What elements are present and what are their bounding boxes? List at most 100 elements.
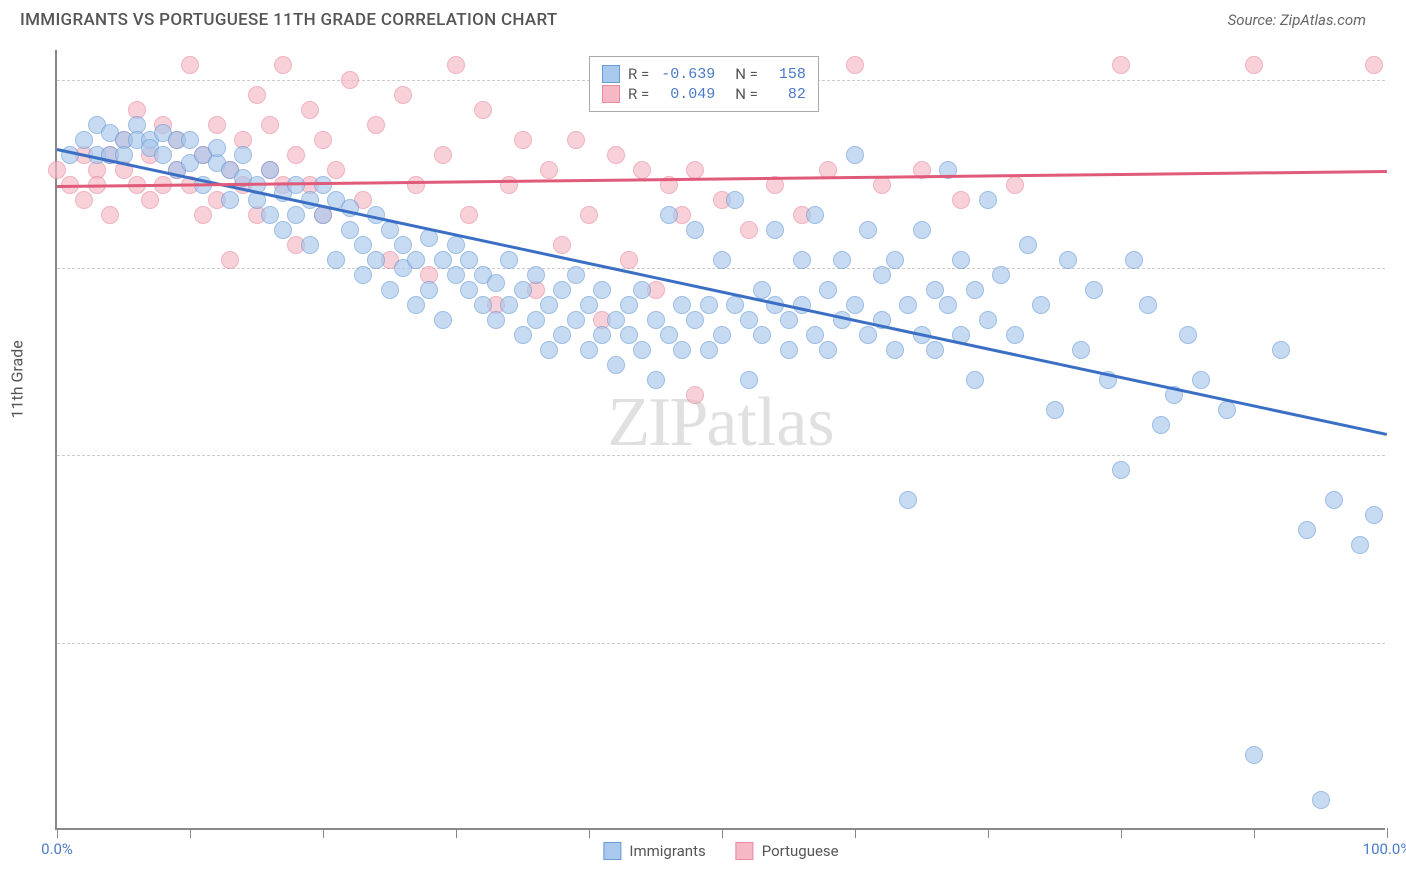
data-point (992, 266, 1010, 284)
series-legend: ImmigrantsPortuguese (603, 842, 838, 860)
scatter-chart: 11th Grade ZIPatlas 62.5%75.0%87.5%100.0… (55, 50, 1385, 830)
legend-swatch (736, 842, 754, 860)
data-point (620, 296, 638, 314)
data-point (460, 251, 478, 269)
data-point (261, 161, 279, 179)
legend-row: R =0.049N =82 (602, 85, 806, 103)
data-point (580, 206, 598, 224)
data-point (593, 326, 611, 344)
data-point (447, 56, 465, 74)
data-point (354, 236, 372, 254)
x-tick-label: 100.0% (1363, 840, 1406, 858)
data-point (75, 191, 93, 209)
data-point (873, 176, 891, 194)
data-point (899, 491, 917, 509)
data-point (194, 206, 212, 224)
data-point (208, 139, 226, 157)
data-point (381, 221, 399, 239)
data-point (966, 281, 984, 299)
data-point (1365, 506, 1383, 524)
data-point (327, 251, 345, 269)
data-point (740, 311, 758, 329)
x-tick (323, 828, 324, 838)
data-point (367, 116, 385, 134)
gridline (57, 455, 1385, 456)
legend-r-label: R = (628, 85, 649, 103)
data-point (394, 86, 412, 104)
legend-series-name: Immigrants (629, 842, 705, 860)
x-tick (57, 828, 58, 838)
data-point (633, 341, 651, 359)
y-axis-label: 11th Grade (8, 340, 27, 418)
data-point (886, 251, 904, 269)
data-point (487, 274, 505, 292)
data-point (381, 281, 399, 299)
data-point (367, 251, 385, 269)
data-point (500, 176, 518, 194)
data-point (301, 101, 319, 119)
data-point (1325, 491, 1343, 509)
data-point (1298, 521, 1316, 539)
data-point (1179, 326, 1197, 344)
data-point (899, 296, 917, 314)
legend-n-value: 82 (766, 86, 806, 103)
data-point (181, 131, 199, 149)
data-point (500, 296, 518, 314)
y-tick-label: 75.0% (1395, 446, 1406, 464)
data-point (1125, 251, 1143, 269)
legend-swatch (603, 842, 621, 860)
data-point (673, 296, 691, 314)
data-point (553, 236, 571, 254)
chart-header: IMMIGRANTS VS PORTUGUESE 11TH GRADE CORR… (0, 0, 1406, 38)
data-point (846, 56, 864, 74)
data-point (341, 221, 359, 239)
data-point (780, 341, 798, 359)
data-point (527, 311, 545, 329)
data-point (154, 146, 172, 164)
x-tick (1121, 828, 1122, 838)
data-point (1112, 56, 1130, 74)
data-point (726, 191, 744, 209)
data-point (474, 296, 492, 314)
y-tick-label: 87.5% (1395, 259, 1406, 277)
data-point (460, 206, 478, 224)
data-point (274, 56, 292, 74)
data-point (833, 251, 851, 269)
data-point (208, 116, 226, 134)
data-point (274, 221, 292, 239)
data-point (926, 341, 944, 359)
data-point (686, 386, 704, 404)
data-point (647, 371, 665, 389)
data-point (979, 191, 997, 209)
data-point (221, 251, 239, 269)
data-point (580, 341, 598, 359)
data-point (806, 206, 824, 224)
data-point (514, 131, 532, 149)
data-point (633, 161, 651, 179)
x-tick (1254, 828, 1255, 838)
data-point (700, 296, 718, 314)
data-point (713, 326, 731, 344)
data-point (181, 56, 199, 74)
data-point (766, 221, 784, 239)
data-point (1218, 401, 1236, 419)
data-point (700, 341, 718, 359)
data-point (141, 191, 159, 209)
x-tick (456, 828, 457, 838)
data-point (1112, 461, 1130, 479)
data-point (1192, 371, 1210, 389)
data-point (806, 326, 824, 344)
data-point (952, 251, 970, 269)
data-point (434, 311, 452, 329)
data-point (500, 251, 518, 269)
data-point (248, 86, 266, 104)
watermark: ZIPatlas (607, 383, 834, 463)
data-point (1272, 341, 1290, 359)
data-point (1152, 416, 1170, 434)
data-point (287, 206, 305, 224)
data-point (1351, 536, 1369, 554)
data-point (434, 251, 452, 269)
data-point (447, 236, 465, 254)
data-point (567, 131, 585, 149)
data-point (487, 311, 505, 329)
